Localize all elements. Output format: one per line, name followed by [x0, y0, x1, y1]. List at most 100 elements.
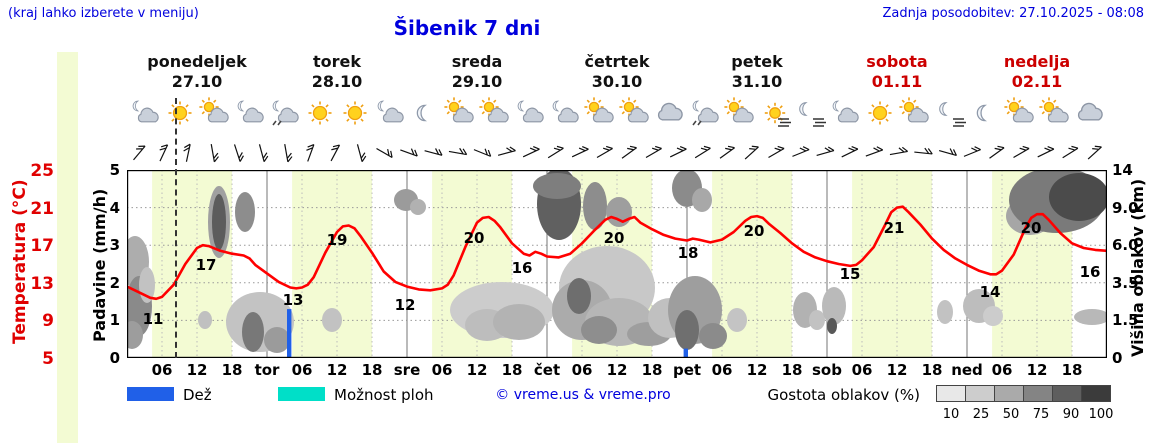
density-value: 25 — [972, 407, 990, 422]
cloud-blob — [1074, 309, 1107, 325]
wind-barb — [621, 145, 637, 159]
cloud-blob — [583, 182, 607, 230]
cloud-blob — [937, 300, 953, 324]
cloud-blob — [692, 188, 712, 212]
x-tick-label: 06 — [151, 361, 173, 379]
sun-icon — [338, 96, 372, 132]
cloud-moon-fog-icon — [268, 96, 302, 132]
wind-barb — [1062, 145, 1079, 159]
cloud-density-label: Gostota oblakov (%) — [767, 386, 920, 404]
rain-bar — [683, 348, 688, 358]
day-date: 28.10 — [311, 72, 363, 91]
density-value: 50 — [1002, 407, 1020, 422]
wind-barb — [694, 145, 711, 159]
x-tick-label: 12 — [746, 361, 768, 379]
temperature-value-label: 20 — [603, 229, 625, 247]
day-name: petek — [731, 52, 783, 71]
wind-barb — [1037, 145, 1055, 158]
last-update: Zadnja posodobitev: 27.10.2025 - 08:08 — [882, 6, 1144, 21]
cloud-blob — [606, 197, 632, 227]
temperature-line — [127, 205, 1107, 301]
page-title: Šibenik 7 dni — [393, 16, 541, 40]
day-date: 30.10 — [591, 72, 643, 91]
temp-tick-label: 17 — [30, 236, 54, 256]
cloud-axis-title: Višina oblakov (km) — [1128, 178, 1147, 357]
x-tick-label: 18 — [221, 361, 243, 379]
density-cell — [966, 385, 995, 402]
moon-icon — [968, 96, 1002, 132]
temp-tick-label: 13 — [30, 274, 54, 294]
moon-wind-icon — [793, 96, 827, 132]
wind-barb — [1013, 145, 1030, 159]
moon-icon — [408, 96, 442, 132]
x-tick-label: čet — [533, 361, 561, 379]
precip-tick-label: 0 — [109, 349, 120, 367]
wind-barb — [938, 148, 957, 157]
day-name: ponedeljek — [147, 52, 247, 71]
sun-icon — [163, 96, 197, 132]
wind-barb — [133, 145, 146, 161]
sun-icon — [863, 96, 897, 132]
density-cell — [1024, 385, 1053, 402]
cloud-tick-label: 9.0 — [1112, 199, 1139, 217]
day-name: četrtek — [584, 52, 650, 71]
cloud-moon-icon — [513, 96, 547, 132]
wind-barb — [645, 145, 662, 159]
wind-barb — [1087, 145, 1102, 160]
wind-barb — [596, 145, 613, 159]
day-header: sobota 01.11 — [827, 52, 967, 92]
current-time-line — [175, 98, 177, 358]
density-cell — [1053, 385, 1082, 402]
cloud-density-values: 10 25 50 75 90 100 — [936, 403, 1116, 422]
sun-wind-icon — [758, 96, 792, 132]
temperature-value-label: 11 — [142, 310, 164, 328]
x-tick-label: 18 — [1061, 361, 1083, 379]
wind-barbs-row — [133, 143, 1102, 163]
precip-tick-label: 3 — [109, 236, 120, 254]
cloud-tick-label: 0 — [1112, 349, 1123, 367]
cloud-moon-icon — [373, 96, 407, 132]
cloud-blob — [242, 312, 264, 352]
cloud-sun-icon — [618, 96, 652, 132]
cloud-blob — [581, 316, 617, 344]
x-tick-label: 06 — [991, 361, 1013, 379]
x-tick-label: 12 — [886, 361, 908, 379]
wind-barb — [889, 146, 909, 156]
day-date: 02.11 — [1011, 72, 1063, 91]
cloud-blob — [809, 310, 825, 330]
cloud-moon-fog-icon — [688, 96, 722, 132]
sun-cloud-icon — [1038, 96, 1072, 132]
temperature-value-label: 15 — [839, 265, 861, 283]
menu-hint: (kraj lahko izberete v meniju) — [8, 6, 199, 21]
temperature-value-label: 20 — [743, 222, 765, 240]
day-name: sobota — [866, 52, 928, 71]
density-cell — [1082, 385, 1111, 402]
temperature-value-label: 16 — [511, 259, 533, 277]
cloud-blob — [493, 304, 545, 340]
copyright-link[interactable]: © vreme.us & vreme.pro — [495, 387, 671, 403]
temperature-value-label: 19 — [326, 231, 348, 249]
cloud-moon-icon — [548, 96, 582, 132]
density-cell — [995, 385, 1024, 402]
daylight-band — [852, 170, 932, 358]
cloud-tick-label: 14 — [1112, 161, 1133, 179]
wind-barb — [473, 148, 492, 157]
temperature-value-label: 20 — [1020, 219, 1042, 237]
day-header: četrtek 30.10 — [547, 52, 687, 92]
precip-tick-label: 5 — [109, 161, 120, 179]
cloud-blob — [699, 323, 727, 349]
wind-barb — [330, 144, 341, 162]
x-tick-label: 12 — [186, 361, 208, 379]
x-tick-label: sre — [393, 361, 421, 379]
precip-axis-title: Padavine (mm/h) — [90, 188, 109, 343]
cloud-moon-icon — [828, 96, 862, 132]
x-tick-label: 12 — [606, 361, 628, 379]
temperature-value-label: 18 — [677, 244, 699, 262]
precip-tick-label: 1 — [109, 311, 120, 329]
cloud-blob — [212, 194, 226, 250]
rain-legend-label: Dež — [183, 386, 212, 404]
sun-cloud-icon — [723, 96, 757, 132]
cloud-moon-icon — [128, 96, 162, 132]
cloud-blob — [410, 199, 426, 215]
wind-barb — [989, 145, 1005, 159]
